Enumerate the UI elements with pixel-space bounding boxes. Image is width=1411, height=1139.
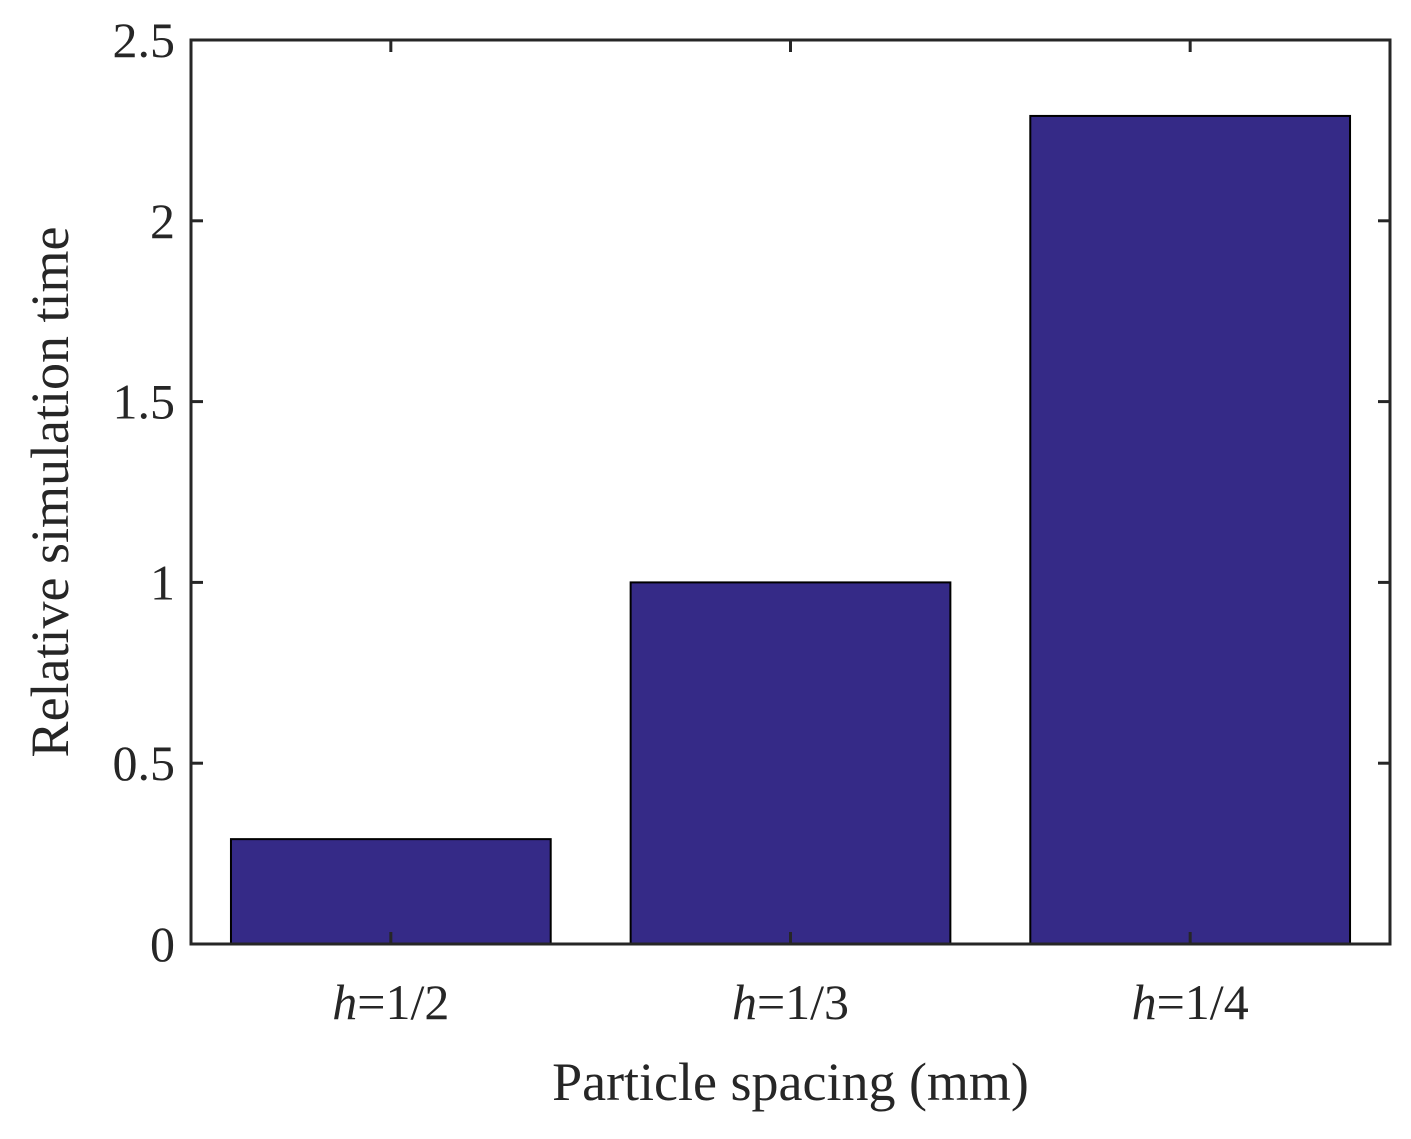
x-tick-label: h=1/4 [1132, 974, 1249, 1030]
x-tick-label-value: =1/4 [1157, 974, 1249, 1030]
y-tick-label: 1 [150, 554, 175, 610]
x-tick-label-variable: h [332, 974, 357, 1030]
y-tick-labels: 0 0.5 1 1.5 2 2.5 [113, 12, 176, 972]
bar-3 [1029, 114, 1352, 946]
y-tick-label: 2.5 [113, 12, 176, 68]
x-tick-label: h=1/3 [732, 974, 849, 1030]
x-tick-label-value: =1/2 [357, 974, 449, 1030]
plot-area-frame [189, 38, 1392, 946]
x-tick-label-value: =1/3 [757, 974, 849, 1030]
y-tick-label: 2 [150, 193, 175, 249]
bar-2 [629, 581, 952, 946]
bars-group [229, 114, 1352, 946]
x-tick-label-variable: h [732, 974, 757, 1030]
x-tick-labels: h=1/2 h=1/3 h=1/4 [332, 974, 1248, 1030]
x-axis-title: Particle spacing (mm) [552, 1052, 1029, 1112]
y-tick-label: 1.5 [113, 374, 176, 430]
bar-1 [229, 838, 552, 945]
y-tick-label: 0 [150, 916, 175, 972]
y-axis-title: Relative simulation time [20, 227, 80, 758]
x-tick-label-variable: h [1132, 974, 1157, 1030]
y-tick-label: 0.5 [113, 735, 176, 791]
x-tick-label: h=1/2 [332, 974, 449, 1030]
